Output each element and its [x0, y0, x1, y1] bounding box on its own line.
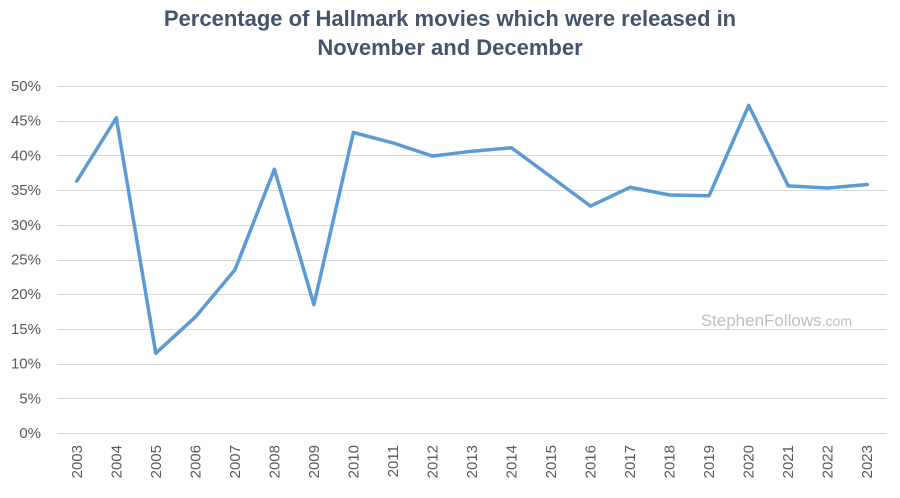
data-point-2019	[707, 194, 711, 198]
data-point-2013	[470, 149, 474, 153]
data-point-2017	[628, 185, 632, 189]
data-point-2004	[114, 116, 118, 120]
y-tick-label: 0%	[19, 425, 41, 442]
data-point-2003	[75, 179, 79, 183]
x-tick-label: 2013	[464, 445, 481, 478]
watermark-main: StephenFollows	[701, 311, 822, 330]
data-point-2007	[233, 268, 237, 272]
x-tick-label: 2008	[266, 445, 283, 478]
x-tick-label: 2014	[504, 445, 521, 478]
data-point-2009	[312, 303, 316, 307]
gridlines	[57, 86, 887, 434]
series-layer	[75, 103, 869, 355]
x-tick-label: 2021	[780, 445, 797, 478]
y-tick-label: 5%	[19, 390, 41, 407]
y-tick-label: 30%	[11, 217, 41, 234]
x-tick-label: 2019	[701, 445, 718, 478]
data-point-2023	[865, 182, 869, 187]
y-tick-label: 25%	[11, 252, 41, 269]
chart-title: Percentage of Hallmark movies which were…	[0, 4, 900, 62]
x-axis-tick-labels: 2003 2004 2005 2006 2007 2008 2009 2010 2011 2012…	[69, 445, 876, 478]
data-point-2015	[549, 175, 553, 179]
x-tick-label: 2016	[583, 445, 600, 478]
data-point-2020	[747, 103, 751, 108]
y-tick-label: 35%	[11, 182, 41, 199]
x-tick-label: 2022	[820, 445, 837, 478]
data-point-2022	[826, 186, 830, 190]
chart-title-line-1: Percentage of Hallmark movies which were…	[163, 6, 737, 31]
x-tick-label: 2003	[69, 445, 86, 478]
y-tick-label: 50%	[11, 78, 41, 95]
y-tick-label: 40%	[11, 147, 41, 164]
data-point-2014	[509, 146, 514, 150]
watermark: StephenFollows.com	[701, 311, 852, 330]
x-tick-label: 2020	[741, 445, 758, 478]
x-tick-label: 2004	[108, 445, 125, 478]
x-tick-label: 2005	[148, 445, 165, 478]
chart-title-line-2: November and December	[317, 35, 583, 60]
data-point-2008	[272, 167, 276, 171]
x-tick-label: 2007	[227, 445, 244, 478]
data-point-2016	[588, 204, 593, 208]
x-tick-label: 2010	[345, 445, 362, 478]
data-point-2012	[430, 154, 435, 158]
y-axis-tick-labels: 0% 5% 10% 15% 20% 25% 30% 35% 40% 45% 50%	[11, 78, 41, 442]
data-point-2021	[786, 184, 790, 188]
x-tick-label: 2018	[662, 445, 679, 478]
data-point-2011	[391, 141, 395, 145]
x-tick-label: 2017	[622, 445, 639, 478]
x-tick-label: 2006	[187, 445, 204, 478]
x-tick-label: 2015	[543, 445, 560, 478]
x-tick-label: 2012	[424, 445, 441, 478]
y-tick-label: 10%	[11, 356, 41, 373]
data-point-2006	[193, 315, 197, 319]
x-tick-label: 2011	[385, 445, 402, 477]
data-point-2005	[154, 351, 158, 355]
x-tick-label: 2009	[306, 445, 323, 478]
data-point-2018	[668, 193, 672, 197]
x-tick-label: 2023	[859, 445, 876, 478]
y-tick-label: 15%	[11, 321, 41, 338]
y-tick-label: 45%	[11, 113, 41, 130]
data-point-2010	[351, 130, 356, 135]
y-tick-label: 20%	[11, 286, 41, 303]
watermark-suffix: .com	[822, 313, 852, 329]
